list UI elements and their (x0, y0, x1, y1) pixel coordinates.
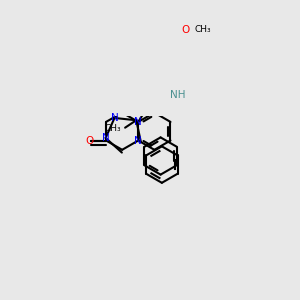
Text: O: O (85, 136, 93, 146)
Text: O: O (181, 25, 190, 34)
Text: CH₃: CH₃ (105, 124, 122, 134)
Text: N: N (102, 133, 110, 143)
Text: N: N (111, 113, 119, 123)
Text: NH: NH (170, 90, 186, 100)
Text: CH₃: CH₃ (195, 25, 211, 34)
Text: N: N (134, 136, 142, 146)
Text: N: N (134, 117, 142, 127)
